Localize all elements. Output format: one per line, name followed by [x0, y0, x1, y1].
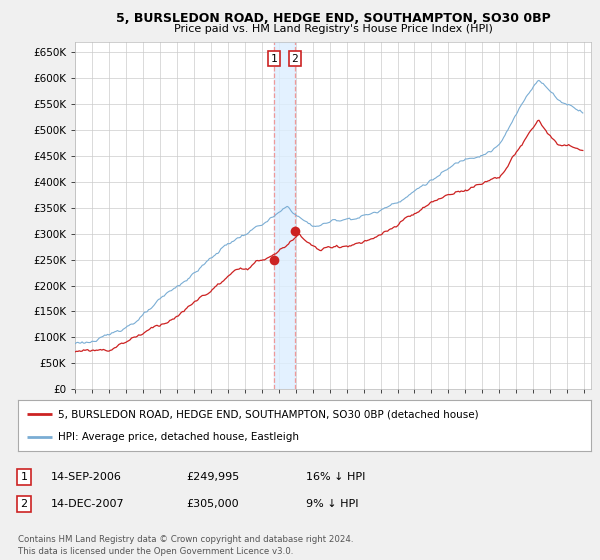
Text: 16% ↓ HPI: 16% ↓ HPI	[306, 472, 365, 482]
Text: £305,000: £305,000	[186, 499, 239, 509]
Text: £249,995: £249,995	[186, 472, 239, 482]
Text: Contains HM Land Registry data © Crown copyright and database right 2024.
This d: Contains HM Land Registry data © Crown c…	[18, 535, 353, 556]
Bar	[274, 42, 295, 389]
Text: 9% ↓ HPI: 9% ↓ HPI	[306, 499, 359, 509]
Text: 5, BURSLEDON ROAD, HEDGE END, SOUTHAMPTON, SO30 0BP (detached house): 5, BURSLEDON ROAD, HEDGE END, SOUTHAMPTO…	[58, 409, 479, 419]
Text: 2: 2	[292, 54, 298, 64]
Text: 14-SEP-2006: 14-SEP-2006	[51, 472, 122, 482]
Text: 5, BURSLEDON ROAD, HEDGE END, SOUTHAMPTON, SO30 0BP: 5, BURSLEDON ROAD, HEDGE END, SOUTHAMPTO…	[116, 12, 550, 25]
Text: Price paid vs. HM Land Registry's House Price Index (HPI): Price paid vs. HM Land Registry's House …	[173, 24, 493, 34]
Text: 1: 1	[20, 472, 28, 482]
Text: 2: 2	[20, 499, 28, 509]
Text: HPI: Average price, detached house, Eastleigh: HPI: Average price, detached house, East…	[58, 432, 299, 442]
Text: 14-DEC-2007: 14-DEC-2007	[51, 499, 125, 509]
Text: 1: 1	[271, 54, 277, 64]
